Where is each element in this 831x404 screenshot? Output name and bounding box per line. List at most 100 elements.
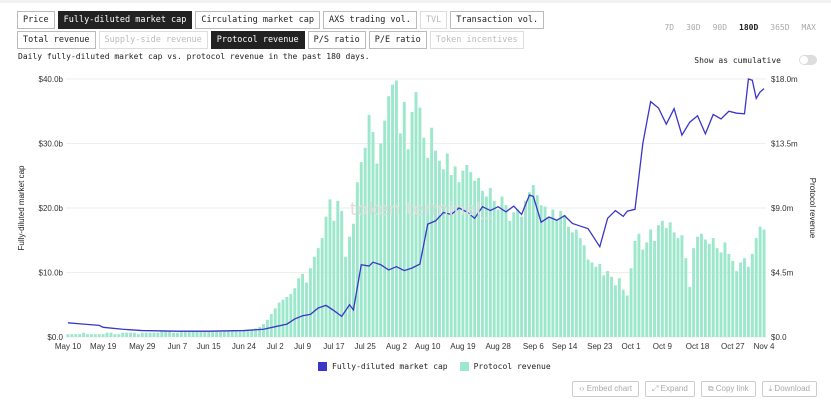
revenue-bar xyxy=(219,331,222,337)
revenue-bar xyxy=(121,332,125,337)
revenue-bar xyxy=(297,278,301,337)
copy-link-button[interactable]: ⧉ Copy link xyxy=(700,381,756,397)
revenue-bar xyxy=(156,332,160,337)
legend-label: Fully-diluted market cap xyxy=(332,362,448,371)
range-30d[interactable]: 30D xyxy=(686,23,701,32)
revenue-bar xyxy=(723,242,727,337)
revenue-bar xyxy=(727,253,731,337)
revenue-bar xyxy=(226,331,230,337)
revenue-bar xyxy=(238,331,242,337)
revenue-bar xyxy=(101,334,105,337)
tab-total-revenue[interactable]: Total revenue xyxy=(17,31,96,49)
cumulative-toggle[interactable] xyxy=(799,55,817,65)
revenue-bar xyxy=(750,253,754,337)
tab-price[interactable]: Price xyxy=(17,11,55,29)
revenue-bar xyxy=(637,233,641,337)
revenue-bar xyxy=(363,147,367,337)
x-tick: Jun 7 xyxy=(168,342,188,351)
revenue-bar xyxy=(160,331,164,337)
embed-chart-button[interactable]: ‹› Embed chart xyxy=(572,381,640,397)
revenue-bar xyxy=(406,149,410,337)
tab-transaction-vol[interactable]: Transaction vol. xyxy=(450,11,545,29)
revenue-bar xyxy=(762,229,766,337)
revenue-bar xyxy=(563,215,567,337)
revenue-bar xyxy=(148,332,152,337)
x-tick: Jul 9 xyxy=(294,342,311,351)
revenue-bar xyxy=(692,248,696,337)
range-180d[interactable]: 180D xyxy=(739,23,759,32)
range-365d[interactable]: 365D xyxy=(770,23,790,32)
revenue-bar xyxy=(74,334,78,337)
revenue-bar xyxy=(414,91,418,338)
y-left-tick: $0.0 xyxy=(47,333,63,342)
revenue-bar xyxy=(484,196,488,337)
market-cap-line xyxy=(67,78,765,332)
range-90d[interactable]: 90D xyxy=(712,23,728,32)
revenue-bar xyxy=(136,334,140,337)
x-tick: Nov 4 xyxy=(754,342,775,351)
tab-fully-diluted-market-cap[interactable]: Fully-diluted market cap xyxy=(57,11,193,29)
tab-protocol-revenue[interactable]: Protocol revenue xyxy=(210,31,305,49)
revenue-bar xyxy=(481,190,484,337)
x-tick: Sep 14 xyxy=(552,342,578,351)
revenue-bar xyxy=(211,331,215,337)
revenue-bar xyxy=(645,242,649,337)
legend-item-market-cap[interactable]: Fully-diluted market cap xyxy=(318,362,448,371)
range-7d[interactable]: 7D xyxy=(664,23,675,32)
tab-p-e-ratio[interactable]: P/E ratio xyxy=(368,31,427,49)
revenue-bar xyxy=(144,332,148,337)
revenue-bar xyxy=(504,205,508,337)
revenue-bar xyxy=(355,182,359,337)
revenue-bar xyxy=(527,192,531,337)
revenue-bar xyxy=(109,332,113,337)
revenue-bar xyxy=(672,232,676,337)
revenue-bar xyxy=(89,334,93,337)
revenue-bar xyxy=(351,223,355,337)
expand-button[interactable]: ⤢ Expand xyxy=(645,381,695,397)
revenue-bar xyxy=(242,329,246,337)
revenue-bar xyxy=(473,180,477,337)
revenue-bar xyxy=(367,114,371,337)
y-left-tick: $20.0b xyxy=(39,204,64,213)
revenue-bar xyxy=(621,289,625,337)
revenue-bar xyxy=(348,236,351,337)
revenue-bar xyxy=(187,331,191,337)
revenue-bar xyxy=(641,249,645,337)
tab-circulating-market-cap[interactable]: Circulating market cap xyxy=(195,11,321,29)
revenue-bar xyxy=(168,331,172,337)
revenue-bar xyxy=(281,299,285,337)
revenue-bar xyxy=(668,222,672,337)
tab-p-s-ratio[interactable]: P/S ratio xyxy=(307,31,366,49)
range-max[interactable]: MAX xyxy=(801,23,816,32)
revenue-bar xyxy=(262,324,265,337)
legend-item-revenue[interactable]: Protocol revenue xyxy=(459,362,551,371)
x-tick: Oct 18 xyxy=(686,342,710,351)
revenue-bar xyxy=(508,220,512,337)
revenue-bar xyxy=(285,296,289,337)
revenue-bar xyxy=(633,240,637,337)
revenue-bar xyxy=(746,266,750,337)
revenue-bar xyxy=(516,209,520,337)
x-tick: Jul 17 xyxy=(323,342,345,351)
revenue-bar xyxy=(246,329,250,337)
tab-axs-trading-vol[interactable]: AXS trading vol. xyxy=(323,11,417,29)
revenue-bar xyxy=(617,278,621,337)
revenue-bar xyxy=(312,256,316,337)
revenue-bar xyxy=(320,238,324,337)
revenue-bar xyxy=(488,187,492,337)
x-tick: Oct 9 xyxy=(653,342,673,351)
revenue-bar xyxy=(649,229,653,337)
revenue-bar xyxy=(715,248,719,337)
metric-tabs-row-2: Total revenue Supply-side revenue Protocol… xyxy=(17,31,524,49)
revenue-bar xyxy=(305,282,308,337)
revenue-bar xyxy=(199,331,203,337)
revenue-bar xyxy=(230,331,234,337)
revenue-bar xyxy=(520,216,524,337)
revenue-bar xyxy=(129,332,132,337)
revenue-bar xyxy=(375,163,379,337)
revenue-bar xyxy=(179,331,183,337)
legend: Fully-diluted market cap Protocol revenu… xyxy=(318,362,551,371)
revenue-bar xyxy=(93,334,97,337)
y-left-tick: $30.0b xyxy=(39,140,64,149)
download-button[interactable]: ⤓ Download xyxy=(761,381,817,397)
